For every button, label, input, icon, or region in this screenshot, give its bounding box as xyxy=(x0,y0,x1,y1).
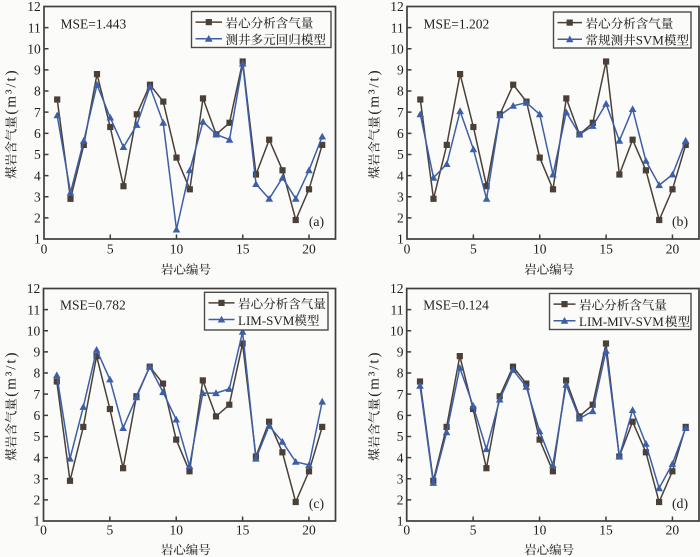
svg-text:9: 9 xyxy=(397,345,404,360)
svg-text:6: 6 xyxy=(397,408,404,423)
svg-text:4: 4 xyxy=(397,450,404,465)
svg-text:4: 4 xyxy=(34,168,41,183)
svg-text:3: 3 xyxy=(34,471,41,486)
svg-text:10: 10 xyxy=(169,523,183,538)
svg-text:7: 7 xyxy=(34,387,41,402)
svg-text:4: 4 xyxy=(34,450,41,465)
svg-text:(m³/t): (m³/t) xyxy=(4,350,20,396)
svg-text:10: 10 xyxy=(533,241,547,256)
svg-text:2: 2 xyxy=(397,211,404,226)
svg-text:15: 15 xyxy=(236,523,250,538)
svg-text:20: 20 xyxy=(666,241,680,256)
svg-text:0: 0 xyxy=(40,523,47,538)
svg-text:2: 2 xyxy=(34,493,41,508)
svg-text:0: 0 xyxy=(403,523,410,538)
svg-text:8: 8 xyxy=(397,366,404,381)
svg-text:1: 1 xyxy=(397,514,404,529)
svg-text:(b): (b) xyxy=(672,214,688,230)
svg-text:12: 12 xyxy=(27,281,41,296)
svg-text:15: 15 xyxy=(599,241,613,256)
svg-text:10: 10 xyxy=(170,241,184,256)
svg-text:10: 10 xyxy=(533,523,547,538)
svg-text:11: 11 xyxy=(391,20,404,35)
svg-text:MSE=1.443: MSE=1.443 xyxy=(61,17,127,32)
svg-text:20: 20 xyxy=(302,241,316,256)
svg-text:7: 7 xyxy=(397,105,404,120)
svg-text:2: 2 xyxy=(34,211,41,226)
svg-text:8: 8 xyxy=(34,366,41,381)
svg-text:MSE=0.124: MSE=0.124 xyxy=(423,298,489,313)
svg-text:LIM-MIV-SVM: LIM-MIV-SVM xyxy=(579,314,664,329)
svg-text:15: 15 xyxy=(599,523,613,538)
svg-text:5: 5 xyxy=(107,523,114,538)
svg-text:12: 12 xyxy=(27,0,41,14)
svg-text:7: 7 xyxy=(34,105,41,120)
svg-text:(a): (a) xyxy=(309,214,324,230)
svg-text:20: 20 xyxy=(666,523,680,538)
svg-text:5: 5 xyxy=(470,241,477,256)
svg-text:5: 5 xyxy=(397,429,404,444)
svg-text:5: 5 xyxy=(34,429,41,444)
svg-text:7: 7 xyxy=(397,387,404,402)
svg-text:9: 9 xyxy=(397,63,404,78)
svg-text:1: 1 xyxy=(397,232,404,247)
svg-text:(m³/t): (m³/t) xyxy=(367,350,383,396)
svg-text:0: 0 xyxy=(41,241,48,256)
svg-text:4: 4 xyxy=(397,168,404,183)
svg-text:11: 11 xyxy=(391,302,404,317)
svg-text:10: 10 xyxy=(390,42,404,57)
svg-text:LIM-SVM: LIM-SVM xyxy=(238,313,295,328)
svg-text:12: 12 xyxy=(390,0,404,14)
svg-text:9: 9 xyxy=(34,63,41,78)
svg-text:10: 10 xyxy=(390,324,404,339)
svg-text:3: 3 xyxy=(34,189,41,204)
svg-text:11: 11 xyxy=(27,302,40,317)
svg-text:0: 0 xyxy=(404,241,411,256)
svg-text:MSE=0.782: MSE=0.782 xyxy=(60,298,126,313)
svg-text:12: 12 xyxy=(390,281,404,296)
svg-text:8: 8 xyxy=(34,84,41,99)
svg-text:8: 8 xyxy=(397,84,404,99)
svg-text:(m³/t): (m³/t) xyxy=(4,68,20,114)
svg-text:5: 5 xyxy=(107,241,114,256)
svg-text:11: 11 xyxy=(28,20,41,35)
svg-text:5: 5 xyxy=(34,147,41,162)
svg-text:3: 3 xyxy=(397,189,404,204)
svg-text:2: 2 xyxy=(397,493,404,508)
svg-text:(c): (c) xyxy=(309,496,324,512)
svg-text:(m³/t): (m³/t) xyxy=(367,68,383,114)
svg-text:1: 1 xyxy=(34,514,41,529)
svg-text:SVM: SVM xyxy=(636,33,665,48)
svg-text:6: 6 xyxy=(397,126,404,141)
svg-text:9: 9 xyxy=(34,345,41,360)
svg-text:6: 6 xyxy=(34,126,41,141)
svg-text:1: 1 xyxy=(34,232,41,247)
svg-text:15: 15 xyxy=(236,241,250,256)
svg-text:(d): (d) xyxy=(672,496,688,512)
svg-text:10: 10 xyxy=(27,324,41,339)
svg-text:5: 5 xyxy=(397,147,404,162)
svg-text:20: 20 xyxy=(302,523,316,538)
svg-text:3: 3 xyxy=(397,471,404,486)
svg-text:MSE=1.202: MSE=1.202 xyxy=(424,17,490,32)
svg-text:10: 10 xyxy=(27,42,41,57)
svg-text:6: 6 xyxy=(34,408,41,423)
svg-text:5: 5 xyxy=(470,523,477,538)
